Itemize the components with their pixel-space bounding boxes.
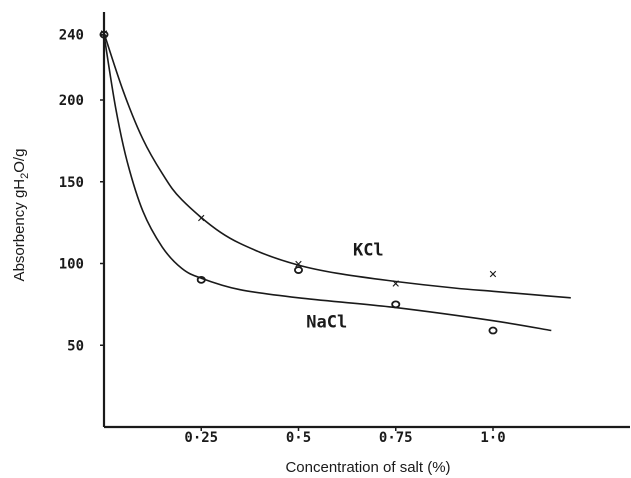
marker-nacl-o bbox=[196, 275, 206, 284]
series-label-nacl: NaCl bbox=[306, 312, 347, 332]
y-axis-title: Absorbency gH2O/g bbox=[11, 149, 31, 282]
data-markers: × × × × × bbox=[99, 26, 498, 335]
axes bbox=[102, 12, 630, 429]
x-tick-label: 0·25 bbox=[184, 430, 218, 446]
marker-nacl-o bbox=[391, 300, 401, 309]
x-tick-label: 0·5 bbox=[286, 430, 311, 446]
x-axis-title: Concentration of salt (%) bbox=[285, 459, 450, 476]
y-axis-title-sub: 2 bbox=[19, 173, 31, 179]
curve-nacl bbox=[103, 34, 552, 332]
y-tick-label: 50 bbox=[67, 338, 84, 354]
y-tick-label: 150 bbox=[59, 175, 84, 191]
tick-labels: 240 200 150 100 50 0·25 0·5 0·75 1·0 bbox=[59, 28, 506, 446]
y-axis-title-pre: Absorbency gH bbox=[11, 179, 28, 282]
curve-kcl bbox=[103, 32, 571, 299]
y-tick-label: 100 bbox=[59, 257, 84, 273]
series-label-kcl: KCl bbox=[353, 240, 384, 260]
marker-nacl-o bbox=[488, 326, 498, 335]
marker-kcl-x: × bbox=[197, 211, 205, 227]
x-tick-label: 0·75 bbox=[379, 430, 413, 446]
y-tick-label: 200 bbox=[59, 93, 84, 109]
y-axis-title-post: O/g bbox=[11, 149, 28, 173]
marker-nacl-o bbox=[99, 30, 109, 39]
series-labels: KCl NaCl bbox=[306, 240, 383, 332]
marker-kcl-x: × bbox=[100, 26, 108, 42]
marker-kcl-x: × bbox=[489, 266, 497, 282]
marker-kcl-x: × bbox=[392, 276, 400, 292]
y-tick-label: 240 bbox=[59, 28, 84, 44]
marker-nacl-o bbox=[293, 266, 303, 274]
x-tick-label: 1·0 bbox=[480, 430, 505, 446]
curves bbox=[103, 32, 571, 332]
marker-kcl-x: × bbox=[294, 257, 302, 273]
